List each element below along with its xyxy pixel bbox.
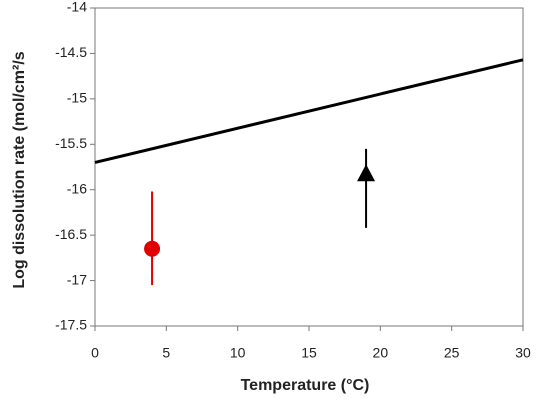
x-axis-title: Temperature (°C)	[241, 377, 370, 394]
y-tick-label: -14	[67, 0, 87, 15]
y-tick-label: -15	[67, 90, 87, 106]
y-tick-label: -17	[67, 271, 87, 287]
y-tick-label: -17.5	[55, 317, 87, 333]
y-tick-label: -14.5	[55, 44, 87, 60]
x-tick-label: 10	[230, 345, 246, 361]
x-tick-label: 5	[162, 345, 170, 361]
y-tick-label: -15.5	[55, 135, 87, 151]
x-tick-label: 25	[444, 345, 460, 361]
y-tick-label: -16.5	[55, 226, 87, 242]
x-tick-label: 0	[91, 345, 99, 361]
point	[357, 164, 376, 182]
x-tick-label: 20	[373, 345, 389, 361]
point	[144, 240, 161, 257]
y-axis-title: Log dissolution rate (mol/cm²/s	[11, 51, 28, 288]
y-tick-label: -16	[67, 180, 87, 196]
x-tick-label: 30	[515, 345, 531, 361]
line	[94, 58, 524, 164]
plot-frame	[94, 7, 524, 327]
x-tick-label: 15	[301, 345, 317, 361]
